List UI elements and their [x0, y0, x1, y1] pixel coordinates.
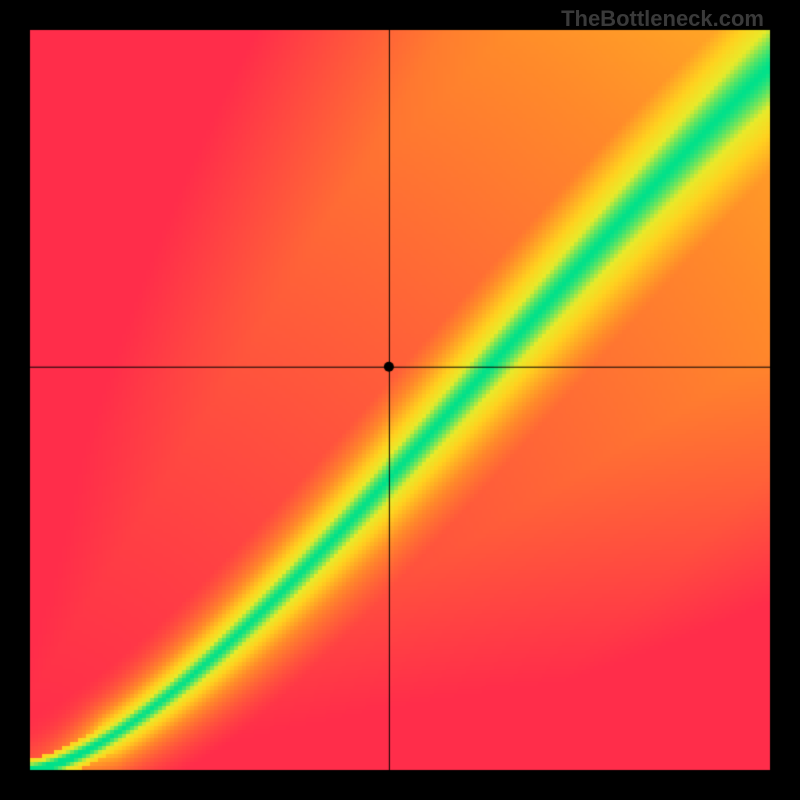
watermark-text: TheBottleneck.com — [561, 6, 764, 32]
heatmap-plot — [0, 0, 800, 800]
heatmap-canvas — [0, 0, 800, 800]
figure-frame: TheBottleneck.com — [0, 0, 800, 800]
